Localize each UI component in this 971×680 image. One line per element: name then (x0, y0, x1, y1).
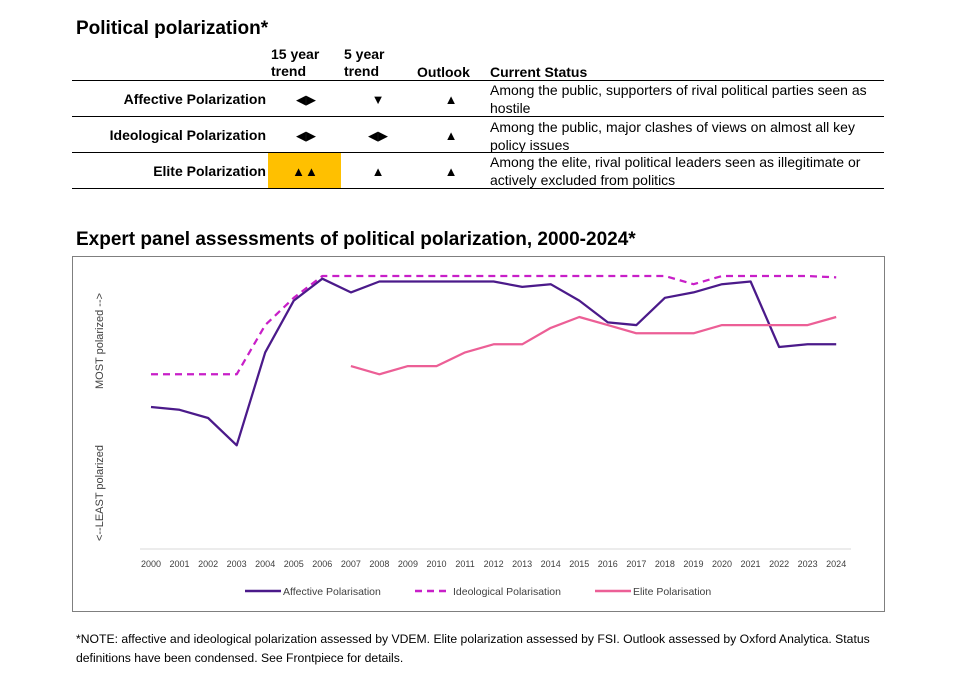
footnote: *NOTE: affective and ideological polariz… (76, 632, 870, 665)
series-line-1 (150, 277, 837, 447)
x-tick-label: 2019 (683, 559, 703, 569)
x-tick-label: 2000 (141, 559, 161, 569)
row-label-ideological: Ideological Polarization (109, 127, 266, 143)
legend-label: Affective Polarisation (283, 586, 381, 598)
ideological-outlook: ▲ (444, 128, 458, 143)
y-axis-label-least: <--LEAST polarized (94, 445, 106, 541)
chart-title: Expert panel assessments of political po… (76, 229, 636, 250)
x-tick-label: 2002 (198, 559, 218, 569)
x-tick-label: 2024 (826, 559, 846, 569)
chart-area: MOST polarized --> <--LEAST polarized 20… (72, 256, 885, 612)
row-label-affective: Affective Polarization (123, 91, 266, 107)
polarization-line-chart: MOST polarized --> <--LEAST polarized 20… (94, 274, 851, 598)
elite-15yr-trend: ▲▲ (292, 164, 318, 179)
affective-status: Among the public, supporters of rival po… (490, 82, 867, 116)
x-tick-label: 2004 (255, 559, 275, 569)
x-tick-label: 2014 (541, 559, 561, 569)
x-tick-label: 2009 (398, 559, 418, 569)
series-line-3 (350, 315, 837, 376)
legend-label: Ideological Polarisation (453, 586, 561, 598)
x-tick-label: 2007 (341, 559, 361, 569)
x-tick-label: 2006 (312, 559, 332, 569)
affective-15yr-trend: ◀▶ (296, 92, 316, 107)
elite-status: Among the elite, rival political leaders… (490, 154, 861, 188)
x-tick-label: 2011 (455, 559, 474, 569)
x-tick-label: 2010 (426, 559, 446, 569)
header-15-year-trend: 15 year trend (271, 46, 320, 79)
elite-outlook: ▲ (444, 164, 458, 179)
x-tick-label: 2018 (655, 559, 675, 569)
elite-trend-highlight (268, 153, 341, 188)
series-line-2 (151, 274, 837, 376)
x-tick-label: 2021 (741, 559, 761, 569)
row-label-elite: Elite Polarization (153, 163, 266, 179)
table-divider (72, 116, 884, 117)
table-title: Political polarization* (76, 18, 269, 39)
y-axis-label-most: MOST polarized --> (94, 293, 106, 389)
x-tick-label: 2013 (512, 559, 532, 569)
x-tick-label: 2008 (369, 559, 389, 569)
x-tick-label: 2015 (569, 559, 589, 569)
x-tick-label: 2016 (598, 559, 618, 569)
header-current-status: Current Status (490, 64, 588, 80)
legend-label: Elite Polarisation (633, 586, 711, 598)
x-tick-label: 2023 (798, 559, 818, 569)
x-tick-label: 2017 (626, 559, 646, 569)
affective-outlook: ▲ (444, 92, 458, 107)
header-5-year-trend: 5 year trend (344, 46, 385, 79)
ideological-status: Among the public, major clashes of views… (490, 119, 855, 153)
table-divider (72, 188, 884, 189)
x-tick-label: 2005 (284, 559, 304, 569)
x-tick-label: 2001 (170, 559, 190, 569)
ideological-5yr-trend: ◀▶ (368, 128, 388, 143)
table-divider (72, 80, 884, 81)
table-divider (72, 152, 884, 153)
affective-5yr-trend: ▼ (371, 92, 385, 107)
elite-5yr-trend: ▲ (371, 164, 385, 179)
x-tick-label: 2012 (484, 559, 504, 569)
x-tick-label: 2020 (712, 559, 732, 569)
header-outlook: Outlook (417, 64, 470, 80)
x-tick-label: 2003 (227, 559, 247, 569)
ideological-15yr-trend: ◀▶ (296, 128, 316, 143)
x-tick-label: 2022 (769, 559, 789, 569)
